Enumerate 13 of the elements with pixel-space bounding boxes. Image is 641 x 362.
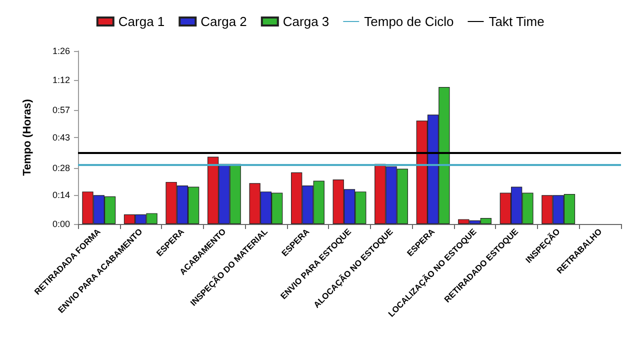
y-tick-label: 0:14 [52,190,70,200]
y-tick-label: 1:12 [52,74,70,85]
legend-label: Takt Time [488,14,544,29]
y-tick-label: 0:28 [52,162,70,173]
legend-label: Carga 3 [282,14,330,29]
y-tick-label: 0:00 [52,219,70,229]
y-tick-label: 0:57 [52,104,70,115]
y-axis-title: Tempo (Horas) [22,98,34,176]
y-tick-label: 0:43 [52,132,70,142]
legend-label: Tempo de Ciclo [364,14,454,29]
y-tick-label: 1:26 [52,46,70,56]
legend-label: Carga 2 [200,14,247,29]
legend-label: Carga 1 [118,14,165,29]
